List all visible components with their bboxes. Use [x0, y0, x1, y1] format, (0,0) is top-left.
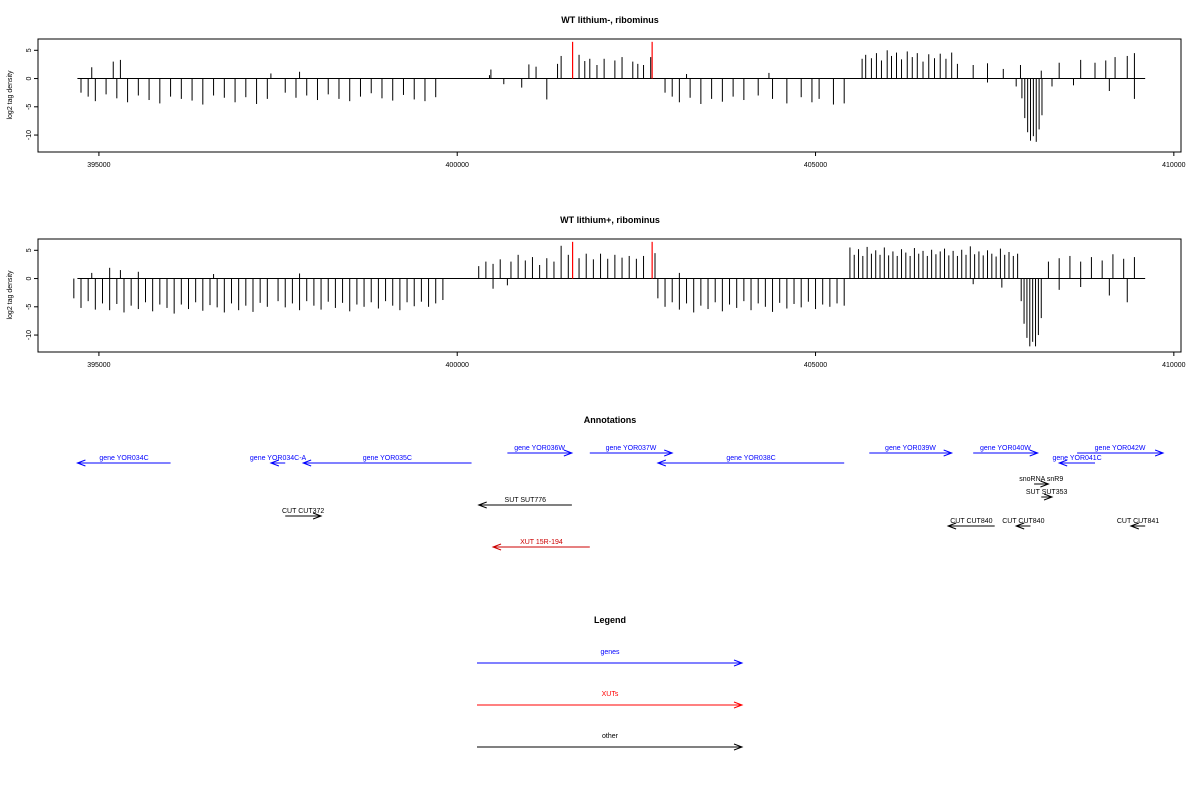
feature-arrow [269, 459, 286, 467]
feature-arrow [1041, 493, 1054, 501]
feature-arrowhead [1040, 480, 1050, 488]
x-tick-label: 410000 [1162, 162, 1185, 169]
y-tick-label: 0 [26, 77, 33, 81]
axis-ticks: -10 -5 0 5 395000 400000 405000 410000 [26, 248, 1186, 369]
legend-label: XUTs [602, 691, 619, 698]
feature-label: SUT SUT776 [505, 497, 547, 504]
feature-arrow [946, 522, 995, 530]
feature-label: CUT CUT841 [1117, 518, 1159, 525]
panel-title: WT lithium-, ribominus [561, 15, 659, 25]
signal-bars [73, 241, 1146, 347]
legend-items: genes XUTs other [477, 649, 744, 751]
feature-arrow [301, 459, 472, 467]
feature-arrowhead [1154, 449, 1165, 457]
feature-arrowhead [491, 543, 502, 551]
feature-arrowhead [1129, 522, 1140, 530]
feature-label: XUT 15R-194 [520, 539, 563, 546]
axis-ticks: -10 -5 0 5 395000 400000 405000 410000 [26, 48, 1186, 169]
plot-frame [37, 38, 1182, 153]
legend-label: other [602, 733, 619, 740]
feature-arrowhead [1057, 459, 1068, 467]
feature-arrowhead [312, 512, 323, 520]
feature-label: gene YOR037W [606, 445, 657, 452]
feature-label: gene YOR042W [1095, 445, 1146, 452]
feature-label: gene YOR039W [885, 445, 936, 452]
annotation-features: gene YOR034C gene YOR034C-A gene YOR035C ge… [75, 445, 1165, 551]
feature-arrowhead [1014, 522, 1025, 530]
feature-label: gene YOR036W [514, 445, 565, 452]
feature-arrow [1129, 522, 1146, 530]
feature-arrow [1077, 449, 1165, 457]
feature-arrowhead [943, 449, 954, 457]
feature-label: SUT SUT353 [1026, 489, 1068, 496]
y-tick-label: -10 [26, 330, 33, 340]
feature-arrow [973, 449, 1040, 457]
x-tick-label: 400000 [446, 162, 469, 169]
feature-arrow [507, 449, 574, 457]
y-tick-label: 5 [26, 48, 33, 52]
x-tick-label: 395000 [87, 162, 110, 169]
feature-arrowhead [733, 743, 744, 751]
x-tick-label: 400000 [446, 362, 469, 369]
feature-arrowhead [563, 449, 574, 457]
feature-arrow [589, 449, 674, 457]
feature-arrow [491, 543, 590, 551]
feature-label: snoRNA snR9 [1019, 476, 1063, 483]
feature-label: gene YOR034C [99, 455, 148, 462]
panel-title: WT lithium+, ribominus [560, 215, 660, 225]
feature-arrowhead [1029, 449, 1040, 457]
feature-arrowhead [477, 501, 487, 509]
y-tick-label: 0 [26, 277, 33, 281]
feature-arrow [656, 459, 845, 467]
feature-arrowhead [664, 449, 674, 457]
signal-bars [77, 41, 1146, 142]
feature-arrowhead [946, 522, 957, 530]
x-tick-label: 410000 [1162, 362, 1185, 369]
plot-frame [37, 238, 1182, 353]
legend-arrow [477, 701, 744, 709]
x-tick-label: 405000 [804, 162, 827, 169]
x-tick-label: 405000 [804, 362, 827, 369]
feature-label: gene YOR038C [726, 455, 775, 462]
feature-label: CUT CUT840 [950, 518, 992, 525]
feature-label: gene YOR035C [363, 455, 412, 462]
y-tick-label: -5 [26, 104, 33, 110]
annotations-title: Annotations [584, 415, 637, 425]
feature-arrowhead [301, 459, 312, 467]
x-tick-label: 395000 [87, 362, 110, 369]
legend-arrow [477, 743, 744, 751]
feature-arrowhead [75, 459, 86, 467]
feature-label: gene YOR040W [980, 445, 1031, 452]
feature-label: CUT CUT840 [1002, 518, 1044, 525]
legend-panel: Legend genes XUTs other [477, 615, 744, 751]
feature-arrow [1034, 480, 1050, 488]
y-axis-label: log2 tag density [7, 70, 14, 120]
annotations-panel: Annotations gene YOR034C gene YOR034C-A ge… [75, 415, 1165, 551]
feature-arrow [1057, 459, 1096, 467]
feature-arrowhead [1043, 493, 1054, 501]
track-panel-lithium-plus: WT lithium+, ribominus log2 tag density … [7, 215, 1186, 369]
feature-arrow [1014, 522, 1031, 530]
feature-arrow [75, 459, 171, 467]
legend-arrow [477, 659, 744, 667]
feature-arrow [285, 512, 323, 520]
feature-arrowhead [656, 459, 667, 467]
feature-arrow [869, 449, 954, 457]
feature-arrow [477, 501, 572, 509]
feature-label: gene YOR041C [1052, 455, 1101, 462]
y-axis-label: log2 tag density [7, 270, 14, 320]
y-tick-label: -10 [26, 130, 33, 140]
y-tick-label: -5 [26, 304, 33, 310]
feature-arrowhead [733, 659, 744, 667]
legend-label: genes [600, 649, 620, 656]
legend-title: Legend [594, 615, 626, 625]
feature-label: gene YOR034C-A [250, 455, 307, 462]
feature-arrowhead [733, 701, 744, 709]
y-tick-label: 5 [26, 248, 33, 252]
feature-label: CUT CUT372 [282, 508, 324, 515]
track-panel-lithium-minus: WT lithium-, ribominus log2 tag density … [7, 15, 1186, 169]
feature-arrowhead [269, 459, 280, 467]
